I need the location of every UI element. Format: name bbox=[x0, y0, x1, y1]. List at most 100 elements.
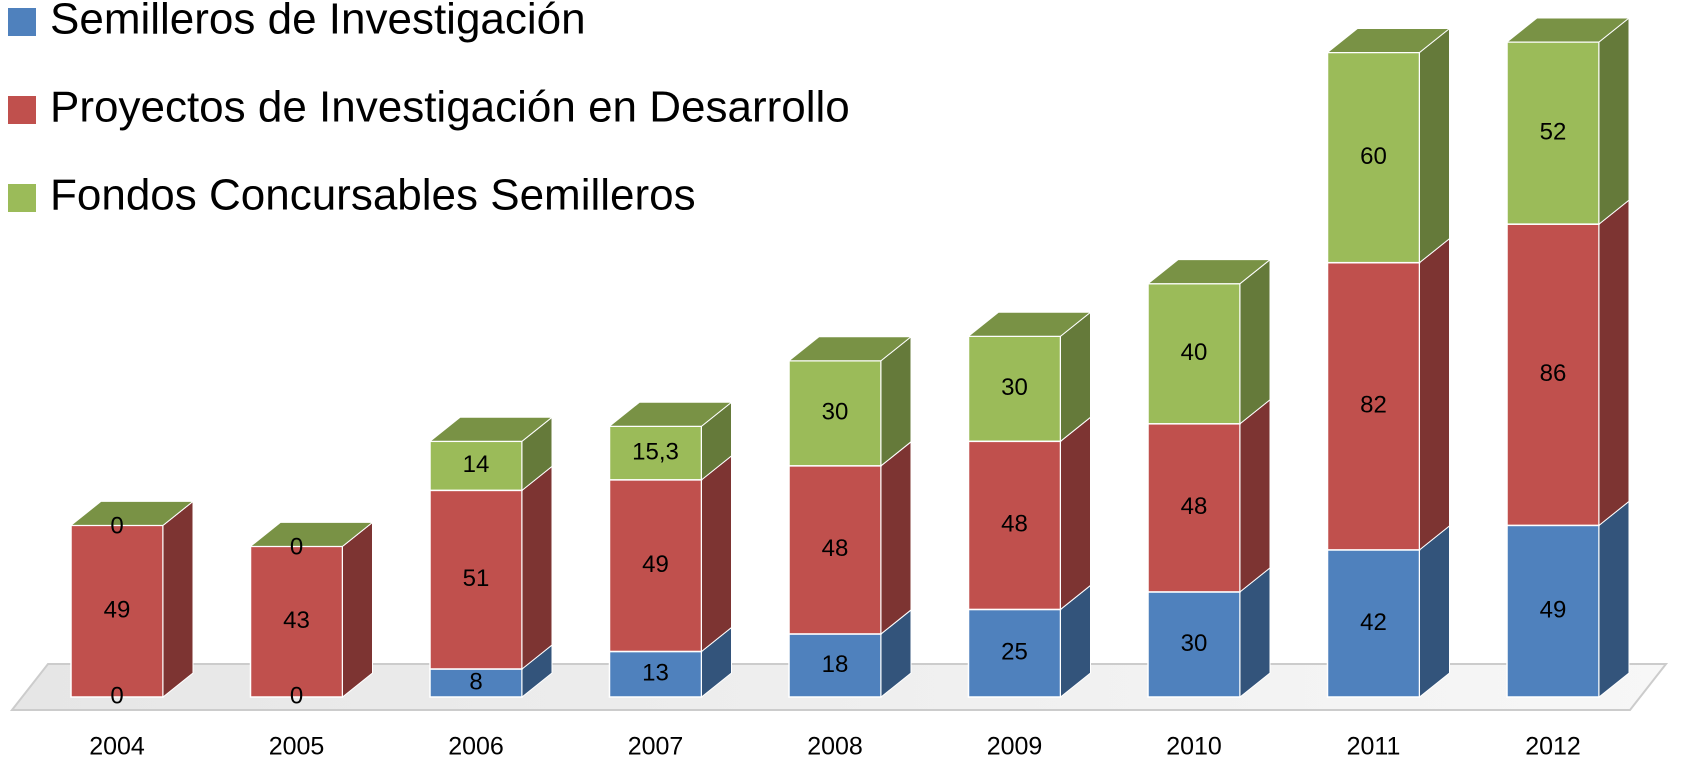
bar-front bbox=[608, 479, 703, 653]
bar-side bbox=[880, 440, 912, 635]
bar-top bbox=[787, 336, 913, 362]
bar-side bbox=[1598, 16, 1630, 226]
x-tick-label: 2004 bbox=[89, 733, 145, 761]
x-tick-label: 2005 bbox=[269, 733, 325, 761]
data-label: 25 bbox=[1001, 639, 1028, 666]
data-label: 15,3 bbox=[632, 438, 679, 465]
bar-side bbox=[1060, 416, 1091, 611]
x-tick-label: 2012 bbox=[1525, 733, 1581, 761]
bar-side bbox=[162, 500, 194, 699]
bar-side bbox=[1239, 398, 1271, 593]
bar-segment bbox=[1147, 258, 1271, 425]
bar-segment bbox=[1506, 199, 1630, 527]
bar-top bbox=[1146, 259, 1272, 285]
x-tick-label: 2007 bbox=[628, 733, 684, 761]
bar-front bbox=[1147, 423, 1241, 593]
data-label: 18 bbox=[822, 651, 849, 678]
data-label: 30 bbox=[1181, 630, 1208, 657]
bar-segment bbox=[1326, 237, 1450, 551]
legend-label: Proyectos de Investigación en Desarrollo bbox=[50, 83, 850, 132]
bar-segment bbox=[429, 643, 553, 699]
bar-front bbox=[967, 440, 1062, 611]
bar-top bbox=[428, 416, 554, 442]
bar-top bbox=[69, 500, 195, 526]
data-label: 60 bbox=[1360, 143, 1387, 170]
bar-side bbox=[1419, 237, 1450, 551]
bar-segment bbox=[429, 416, 553, 492]
bar-front bbox=[429, 489, 523, 670]
bar-segment bbox=[429, 465, 553, 671]
data-label: 0 bbox=[290, 682, 303, 709]
x-tick-label: 2008 bbox=[807, 733, 863, 761]
bar-segment bbox=[788, 440, 912, 635]
data-label: 82 bbox=[1360, 392, 1387, 419]
bar-front bbox=[1147, 591, 1241, 698]
bar-top bbox=[608, 401, 733, 427]
bar-side bbox=[701, 454, 732, 653]
x-tick-label: 2009 bbox=[987, 733, 1043, 761]
data-label: 40 bbox=[1181, 339, 1208, 366]
data-label: 30 bbox=[822, 399, 849, 426]
bar-side bbox=[1419, 27, 1450, 264]
x-tick-label: 2010 bbox=[1166, 733, 1222, 761]
bar-segment bbox=[967, 416, 1091, 611]
data-label: 52 bbox=[1540, 118, 1567, 145]
bar-segment bbox=[1506, 16, 1630, 226]
data-label: 0 bbox=[110, 513, 123, 540]
data-label: 30 bbox=[1001, 374, 1028, 401]
x-tick-label: 2006 bbox=[448, 733, 504, 761]
bar-segment bbox=[608, 454, 732, 653]
bar-front bbox=[249, 545, 344, 698]
bar-front bbox=[967, 608, 1062, 698]
legend-swatch bbox=[8, 96, 36, 124]
bar-front bbox=[1506, 524, 1600, 698]
data-label: 42 bbox=[1360, 609, 1387, 636]
bar-segment bbox=[608, 401, 732, 481]
data-label: 0 bbox=[290, 534, 303, 561]
legend-swatch bbox=[8, 184, 36, 212]
bar-side bbox=[1419, 524, 1450, 699]
bar-segment bbox=[1326, 524, 1450, 699]
bar-segment bbox=[1147, 566, 1271, 699]
bar-front bbox=[788, 633, 882, 698]
bar-segment bbox=[1147, 398, 1271, 593]
bar-segment bbox=[70, 500, 194, 699]
data-label: 48 bbox=[1001, 511, 1028, 538]
legend: Semilleros de Investigación Proyectos de … bbox=[8, 0, 850, 220]
data-label: 43 bbox=[283, 607, 310, 634]
bar-segment bbox=[788, 335, 912, 467]
data-label: 13 bbox=[642, 660, 669, 687]
legend-label: Semilleros de Investigación bbox=[50, 0, 586, 44]
data-label: 49 bbox=[1540, 597, 1567, 624]
bar-side bbox=[521, 465, 553, 671]
bar-segment bbox=[249, 521, 373, 699]
bar-front bbox=[608, 650, 703, 698]
bar-front bbox=[429, 668, 523, 698]
bar-segment bbox=[788, 608, 912, 699]
data-label: 86 bbox=[1540, 360, 1567, 387]
bar-side bbox=[1598, 199, 1630, 527]
legend-label: Fondos Concursables Semilleros bbox=[50, 171, 696, 220]
bar-segment bbox=[967, 584, 1091, 699]
bars: 2004 0 49 0 2005 0 43 0 2006 8 51 14 2007 13 49 15,3 200… bbox=[69, 16, 1631, 761]
bar-top bbox=[1326, 28, 1451, 54]
data-label: 14 bbox=[463, 451, 490, 478]
data-label: 49 bbox=[642, 551, 669, 578]
bar-segment bbox=[1506, 500, 1630, 699]
bar-top bbox=[249, 521, 374, 547]
bar-front bbox=[967, 335, 1062, 443]
data-label: 8 bbox=[469, 668, 482, 695]
data-label: 51 bbox=[463, 565, 490, 592]
bar-side bbox=[1239, 258, 1271, 425]
bar-segment bbox=[1326, 27, 1450, 264]
data-label: 48 bbox=[1181, 493, 1208, 520]
bar-front bbox=[1326, 51, 1421, 264]
data-label: 48 bbox=[822, 535, 849, 562]
bar-top bbox=[967, 311, 1092, 337]
bar-segment bbox=[967, 311, 1091, 443]
bar-top bbox=[1505, 17, 1631, 43]
legend-swatch bbox=[8, 8, 36, 36]
bar-side bbox=[342, 521, 373, 699]
bar-front bbox=[1506, 41, 1600, 225]
